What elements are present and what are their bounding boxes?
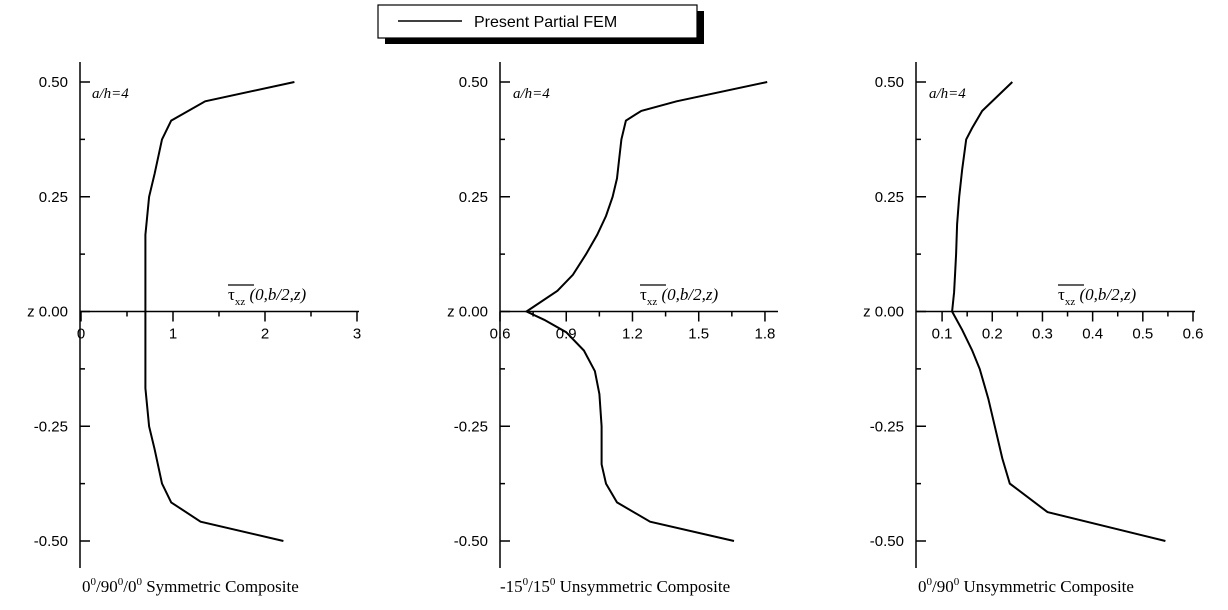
panel-3: -0.50-0.25z 0.000.250.500.1 0.2 0.3 0.4 0.5 0… (863, 62, 1203, 596)
x-axis-label-args: (0,b/2,z) (657, 285, 718, 304)
caption-part: /90 (96, 577, 118, 596)
x-axis-label: τxz (0,b/2,z) (228, 285, 306, 308)
caption-part: -15 (500, 577, 523, 596)
series-line-1 (524, 81, 768, 542)
x-axis-label-symbol: τ (640, 285, 647, 304)
caption-part: 0 (918, 577, 927, 596)
y-tick-label: -0.50 (870, 533, 904, 550)
x-tick-label: 0 (77, 326, 85, 343)
x-tick-label: 0.4 (1082, 326, 1103, 343)
caption-superscript: 0 (523, 576, 529, 588)
caption-superscript: 0 (954, 576, 960, 588)
caption-superscript: 0 (91, 576, 97, 588)
x-axis-label-symbol: τ (228, 285, 235, 304)
x-axis-label-subscript: xz (647, 296, 658, 308)
x-tick-label: 0.6 (1183, 326, 1204, 343)
x-axis-label: τxz (0,b/2,z) (640, 285, 718, 308)
caption-part: 0 (82, 577, 91, 596)
aspect-ratio-annotation: a/h=4 (513, 86, 550, 102)
y-tick-label: z 0.00 (863, 304, 904, 321)
caption-part: Unsymmetric Composite (959, 577, 1134, 596)
panel-1: -0.50 -0.25 z 0.00 0.25 0.50 0 1 2 3 a/h=4 τxz (0,… (27, 62, 361, 596)
x-axis-label-args: (0,b/2,z) (1075, 285, 1136, 304)
x-tick-label: 0.5 (1132, 326, 1153, 343)
x-tick-label: 1 (169, 326, 177, 343)
y-tick-label: 0.25 (39, 189, 68, 206)
y-tick-label: z 0.00 (447, 304, 488, 321)
x-axis-label-symbol: τ (1058, 285, 1065, 304)
x-tick-label: 0.6 (490, 326, 511, 343)
y-tick-label: z 0.00 (27, 304, 68, 321)
x-tick-label: 1.5 (688, 326, 709, 343)
panel-caption: 00/900/00 Symmetric Composite (82, 576, 299, 596)
y-tick-label: 0.25 (459, 189, 488, 206)
series-line-1 (951, 81, 1166, 542)
y-tick-label: -0.25 (454, 418, 488, 435)
caption-superscript: 0 (927, 576, 933, 588)
caption-superscript: 0 (118, 576, 124, 588)
y-tick-label: 0.50 (459, 74, 488, 91)
caption-part: Symmetric Composite (142, 577, 299, 596)
panel-caption: -150/150 Unsymmetric Composite (500, 576, 730, 596)
legend: Present Partial FEM (377, 4, 704, 44)
caption-part: /0 (123, 577, 136, 596)
x-axis-label-subscript: xz (1065, 296, 1076, 308)
x-axis-label: τxz (0,b/2,z) (1058, 285, 1136, 308)
caption-superscript: 0 (136, 576, 142, 588)
caption-part: Unsymmetric Composite (555, 577, 730, 596)
x-tick-label: 1.2 (622, 326, 643, 343)
caption-part: /90 (932, 577, 954, 596)
y-tick-label: -0.25 (870, 418, 904, 435)
caption-part: /15 (528, 577, 550, 596)
aspect-ratio-annotation: a/h=4 (929, 86, 966, 102)
series-line-1 (144, 81, 295, 542)
panel-2: -0.50-0.25z 0.000.250.500.6 0.9 1.2 1.5 1.8a… (447, 62, 778, 596)
x-tick-label: 0.2 (982, 326, 1003, 343)
panel-caption: 00/900 Unsymmetric Composite (918, 576, 1134, 596)
y-tick-label: -0.50 (454, 533, 488, 550)
y-tick-label: 0.50 (875, 74, 904, 91)
y-tick-label: -0.50 (34, 533, 68, 550)
x-axis-label-args: (0,b/2,z) (245, 285, 306, 304)
aspect-ratio-annotation: a/h=4 (92, 86, 129, 102)
y-tick-label: 0.25 (875, 189, 904, 206)
caption-superscript: 0 (550, 576, 556, 588)
x-tick-label: 3 (353, 326, 361, 343)
x-tick-label: 0.1 (932, 326, 953, 343)
x-tick-label: 0.3 (1032, 326, 1053, 343)
y-tick-label: -0.25 (34, 418, 68, 435)
x-tick-label: 1.8 (755, 326, 776, 343)
legend-label: Present Partial FEM (474, 14, 617, 31)
y-tick-label: 0.50 (39, 74, 68, 91)
x-tick-label: 2 (261, 326, 269, 343)
x-axis-label-subscript: xz (235, 296, 246, 308)
